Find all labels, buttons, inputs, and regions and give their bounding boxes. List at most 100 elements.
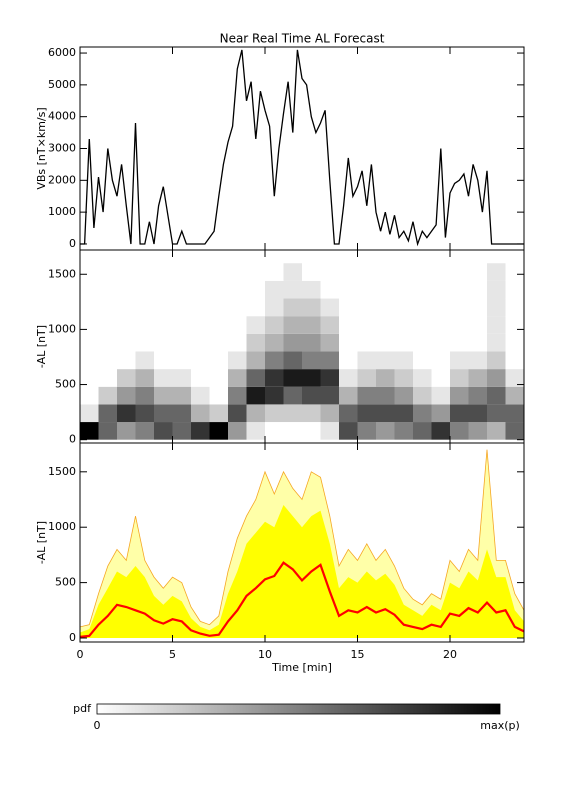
heat-cell: [228, 263, 247, 281]
heat-cell: [413, 404, 432, 423]
heat-cell: [117, 351, 136, 370]
heat-cell: [80, 351, 99, 370]
y-tick-label: 0: [69, 631, 76, 644]
heat-cell: [98, 263, 117, 281]
heat-cell: [209, 386, 228, 405]
heat-cell: [228, 298, 247, 317]
heat-cell: [265, 369, 284, 387]
heat-cell: [191, 386, 210, 405]
heat-cell: [135, 369, 154, 387]
heat-cell: [172, 280, 191, 299]
heat-cell: [135, 404, 154, 423]
heat-cell: [320, 280, 339, 299]
heat-cell: [191, 422, 210, 440]
heat-cell: [209, 280, 228, 299]
heat-cell: [209, 404, 228, 423]
heat-cell: [339, 298, 358, 317]
y-axis-label: -AL [nT]: [35, 521, 48, 564]
heat-cell: [135, 316, 154, 334]
heat-cell: [154, 386, 173, 405]
heat-cell: [246, 263, 265, 281]
heat-cell: [320, 369, 339, 387]
heat-cell: [505, 386, 524, 405]
heat-cell: [339, 280, 358, 299]
plot-area: [80, 49, 524, 247]
heat-cell: [154, 422, 173, 440]
heat-cell: [154, 298, 173, 317]
heat-cell: [394, 316, 413, 334]
heat-cell: [246, 298, 265, 317]
heat-cell: [339, 386, 358, 405]
heat-cell: [283, 422, 302, 440]
heat-cell: [302, 369, 321, 387]
y-tick-label: 6000: [48, 46, 76, 59]
heat-cell: [339, 316, 358, 334]
heat-cell: [98, 333, 117, 352]
heat-cell: [431, 280, 450, 299]
heat-cell: [265, 316, 284, 334]
heat-cell: [117, 316, 136, 334]
heat-cell: [357, 333, 376, 352]
heat-cell: [246, 280, 265, 299]
heat-cell: [228, 280, 247, 299]
heat-cell: [172, 386, 191, 405]
heat-cell: [320, 404, 339, 423]
heat-cell: [487, 333, 506, 352]
heat-cell: [302, 422, 321, 440]
heat-cell: [265, 386, 284, 405]
heat-cell: [505, 263, 524, 281]
plot-area: [80, 263, 524, 440]
y-tick-label: 1000: [48, 205, 76, 218]
heat-cell: [413, 280, 432, 299]
heat-cell: [413, 263, 432, 281]
heat-cell: [487, 316, 506, 334]
heat-cell: [246, 351, 265, 370]
heat-cell: [117, 263, 136, 281]
heat-cell: [246, 316, 265, 334]
heat-cell: [320, 422, 339, 440]
heat-cell: [80, 298, 99, 317]
heat-cell: [468, 316, 487, 334]
heat-cell: [191, 369, 210, 387]
heat-cell: [117, 298, 136, 317]
colorbar-max: max(p): [480, 719, 520, 732]
heat-cell: [413, 386, 432, 405]
heat-cell: [431, 404, 450, 423]
heat-cell: [376, 333, 395, 352]
heat-cell: [376, 316, 395, 334]
y-tick-label: 1000: [48, 322, 76, 335]
heat-cell: [487, 369, 506, 387]
heat-cell: [172, 369, 191, 387]
heat-cell: [172, 316, 191, 334]
y-axis-label: VBs [nT×km/s]: [35, 107, 48, 189]
y-tick-label: 1000: [48, 520, 76, 533]
heat-cell: [302, 316, 321, 334]
heat-cell: [320, 316, 339, 334]
heat-cell: [468, 298, 487, 317]
heat-cell: [487, 280, 506, 299]
y-tick-label: 0: [69, 433, 76, 446]
heat-cell: [431, 422, 450, 440]
y-tick-label: 500: [55, 378, 76, 391]
heat-cell: [357, 404, 376, 423]
heat-cell: [431, 351, 450, 370]
heat-cell: [191, 404, 210, 423]
heat-cell: [228, 404, 247, 423]
heat-cell: [505, 369, 524, 387]
heat-cell: [154, 351, 173, 370]
heat-cell: [357, 298, 376, 317]
heat-cell: [302, 263, 321, 281]
heat-cell: [117, 422, 136, 440]
heat-cell: [117, 333, 136, 352]
heat-cell: [357, 351, 376, 370]
heat-cell: [376, 351, 395, 370]
y-tick-label: 0: [69, 237, 76, 250]
heat-cell: [172, 333, 191, 352]
heat-cell: [302, 386, 321, 405]
heat-cell: [283, 280, 302, 299]
heat-cell: [265, 404, 284, 423]
heat-cell: [80, 386, 99, 405]
heat-cell: [487, 298, 506, 317]
heat-cell: [209, 369, 228, 387]
heat-cell: [228, 369, 247, 387]
